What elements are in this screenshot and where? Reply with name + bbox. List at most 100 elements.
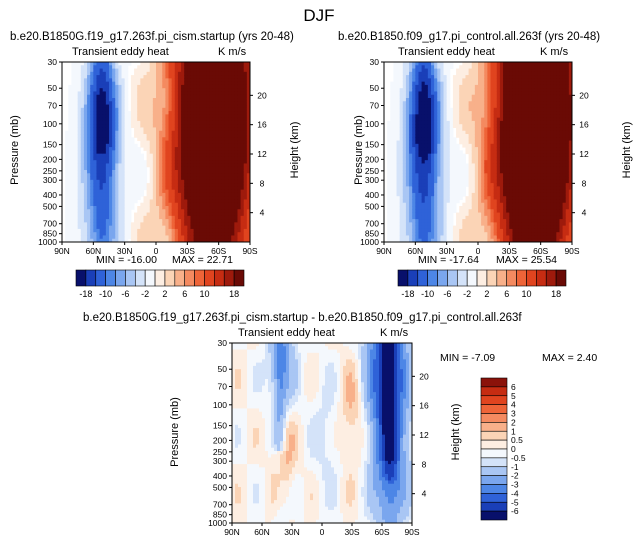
colorbar-swatch: [144, 269, 156, 287]
y-tick-label: 150: [43, 140, 57, 150]
x-tick-label: 90S: [242, 246, 257, 256]
colorbar-swatch: [480, 466, 508, 476]
y2-tick-label: 12: [257, 149, 267, 159]
y2-tick-label: 8: [260, 178, 265, 188]
y-tick-label: 100: [365, 119, 379, 129]
colorbar-swatch: [184, 269, 195, 287]
panel-3-units: K m/s: [380, 327, 409, 339]
y-tick-label: 100: [213, 400, 227, 410]
colorbar-label: 18: [551, 289, 561, 299]
panel-3-plot: 90N 60N 30N 0 30S 60S 90S 30 50 70 100 150 200 250300…: [208, 338, 429, 537]
x-tick-label: 30S: [344, 527, 359, 537]
panel-1: b.e20.B1850G.f19_g17.263f.pi_cism.startu…: [9, 31, 301, 266]
panel-1-ylabel: Pressure (mb): [9, 115, 21, 185]
colorbar-swatch: [174, 269, 186, 287]
panel-2: b.e20.B1850.f09_g17.pi_control.all.263f …: [338, 31, 633, 266]
x-tick-label: 30N: [284, 527, 300, 537]
x-tick-label: 0: [320, 527, 325, 537]
colorbar-swatch: [480, 430, 508, 441]
x-tick-label: 0: [476, 246, 481, 256]
panel-3-max: MAX = 2.40: [542, 352, 597, 364]
colorbar-swatch: [480, 510, 508, 521]
colorbar-label: -6: [511, 506, 519, 516]
y-tick-label: 200: [43, 154, 57, 164]
y-tick-label: 850: [43, 229, 57, 239]
panel-2-min: MIN = -17.64: [418, 254, 479, 266]
y-tick-label: 700: [43, 219, 57, 229]
colorbar-swatch: [480, 422, 508, 432]
y-tick-label: 300: [213, 456, 227, 466]
colorbar-swatch: [456, 269, 468, 287]
x-tick-label: 90N: [376, 246, 392, 256]
x-tick-label: 60N: [86, 246, 102, 256]
colorbar-swatch: [480, 395, 508, 405]
colorbar-label: -1: [511, 462, 519, 472]
colorbar-swatch: [536, 269, 547, 287]
y-tick-label: 50: [48, 83, 58, 93]
colorbar-label: -18: [79, 289, 92, 299]
figure-title: DJF: [303, 6, 334, 25]
y-tick-label: 70: [48, 100, 58, 110]
colorbar-swatch: [85, 269, 97, 287]
panel-1-max: MAX = 22.71: [172, 254, 233, 266]
colorbar-swatch: [466, 269, 478, 287]
y-tick-label: 50: [370, 83, 380, 93]
colorbar-label: 4: [511, 400, 516, 410]
colorbar-label: 6: [511, 382, 516, 392]
colorbar-label: -5: [511, 497, 519, 507]
y2-tick-label: 20: [419, 371, 429, 381]
colorbar-label: 2: [511, 417, 516, 427]
colorbar-swatch: [194, 269, 205, 287]
panel-3-y2label: Height (km): [450, 404, 462, 461]
colorbar-label: -10: [99, 289, 112, 299]
colorbar-swatch: [480, 448, 508, 459]
y-tick-label: 400: [213, 471, 227, 481]
colorbar-swatch: [545, 269, 557, 287]
x-tick-label: 30N: [117, 246, 133, 256]
colorbar-swatch: [95, 269, 106, 287]
panel-2-plot: 90N 60N 30N 0 30S 60S 90S 30 50 70 100 150 200 250300…: [360, 57, 589, 256]
y-tick-label: 1000: [360, 237, 379, 247]
x-tick-label: 90N: [224, 527, 240, 537]
x-tick-label: 30S: [180, 246, 195, 256]
colorbar-label: 2: [484, 289, 489, 299]
colorbar-swatch: [480, 377, 508, 388]
x-tick-label: 90N: [54, 246, 70, 256]
colorbar-swatch: [427, 269, 438, 287]
colorbar-label: 1: [511, 426, 516, 436]
colorbar-label: 6: [182, 289, 187, 299]
panel-1-title: b.e20.B1850G.f19_g17.263f.pi_cism.startu…: [10, 31, 294, 43]
colorbar-swatch: [480, 413, 508, 423]
y-tick-label: 400: [43, 190, 57, 200]
colorbar-panel-1: -18 -10 -6 -2 2 6 10 18: [75, 269, 245, 299]
colorbar-label: -0.5: [511, 453, 526, 463]
x-tick-label: 60S: [533, 246, 548, 256]
colorbar-swatch: [480, 475, 508, 485]
colorbar-swatch: [105, 269, 116, 287]
y-tick-label: 150: [365, 140, 379, 150]
colorbar-label: 6: [504, 289, 509, 299]
panel-3-title: b.e20.B1850G.f19_g17.263f.pi_cism.startu…: [83, 312, 522, 324]
panel-2-ylabel: Pressure (mb): [353, 115, 365, 185]
colorbar-swatch: [516, 269, 527, 287]
colorbar-label: -2: [463, 289, 471, 299]
x-tick-label: 60S: [374, 527, 389, 537]
y2-tick-label: 16: [579, 120, 589, 130]
y-tick-label: 1000: [38, 237, 57, 247]
colorbar-label: 18: [229, 289, 239, 299]
colorbar-swatch: [134, 269, 146, 287]
colorbar-label: 10: [199, 289, 209, 299]
colorbar-swatch: [480, 484, 508, 494]
colorbar-label: 0: [511, 444, 516, 454]
colorbar-swatch: [164, 269, 176, 287]
y-tick-label: 70: [370, 100, 380, 110]
colorbar-label: 3: [511, 409, 516, 419]
y-tick-label: 250: [213, 447, 227, 457]
colorbar-swatch: [476, 269, 488, 287]
y2-tick-label: 20: [257, 90, 267, 100]
colorbar-swatch: [506, 269, 517, 287]
y2-tick-label: 16: [257, 120, 267, 130]
panel-2-title: b.e20.B1850.f09_g17.pi_control.all.263f …: [338, 31, 600, 43]
